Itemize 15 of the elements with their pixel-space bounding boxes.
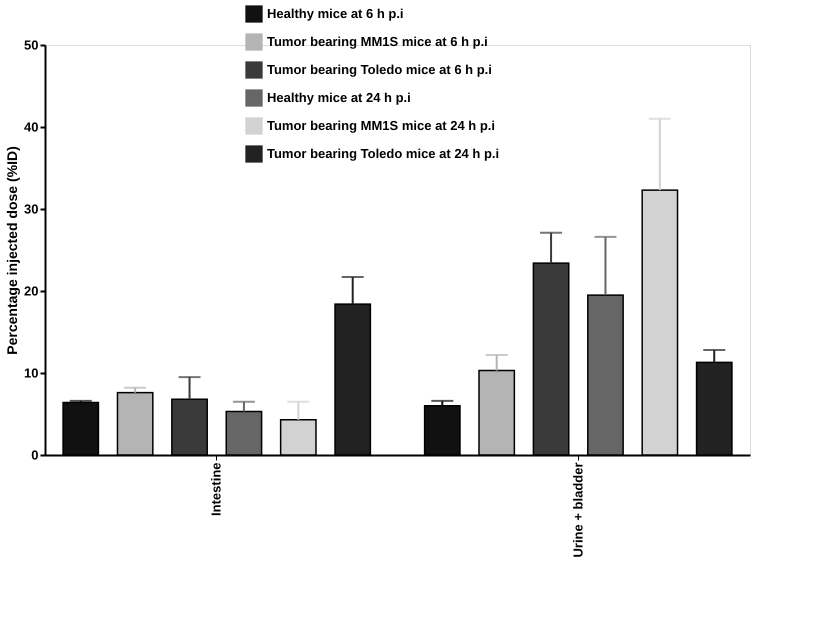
y-axis-title: Percentage injected dose (%ID): [4, 146, 20, 355]
legend-label: Tumor bearing Toledo mice at 6 h p.i: [267, 62, 492, 77]
y-tick-label: 20: [24, 284, 38, 298]
legend-label: Tumor bearing MM1S mice at 24 h p.i: [267, 118, 496, 133]
legend-label: Healthy mice at 6 h p.i: [267, 6, 404, 21]
x-tick-label: Urine + bladder: [570, 462, 586, 558]
legend-label: Tumor bearing MM1S mice at 6 h p.i: [267, 34, 488, 49]
y-tick-label: 50: [24, 38, 38, 52]
x-tick-label: Intestine: [208, 462, 224, 516]
y-tick-label: 40: [24, 120, 38, 134]
legend-label: Tumor bearing Toledo mice at 24 h p.i: [267, 146, 500, 161]
y-tick-label: 30: [24, 202, 38, 216]
y-tick-label: 10: [24, 366, 38, 380]
y-tick-label: 0: [31, 448, 38, 462]
legend-label: Healthy mice at 24 h p.i: [267, 90, 411, 105]
